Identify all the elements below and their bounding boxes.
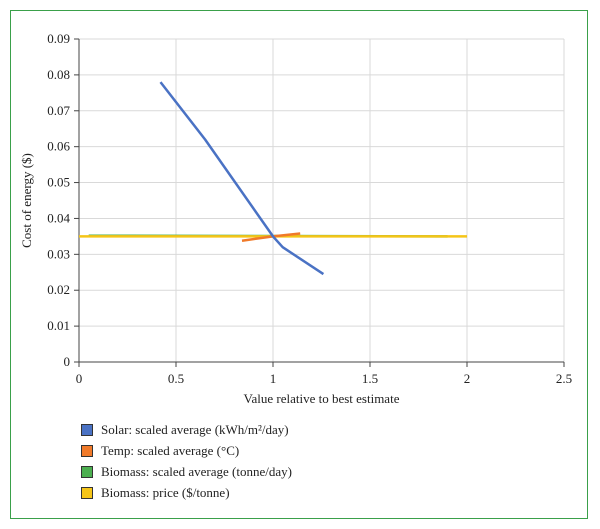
y-tick-label: 0.06 [47, 139, 70, 154]
tick-labels: 0 0.5 1 1.5 2 2.5 0 0.01 0.02 0.03 0.04 0.05 0.06 0.0… [47, 31, 572, 386]
x-tick-label: 0 [76, 371, 83, 386]
legend-label: Biomass: scaled average (tonne/day) [101, 463, 292, 479]
grid [79, 38, 565, 362]
x-tick-label: 1 [270, 371, 277, 386]
series-group [79, 81, 467, 276]
legend-swatch [81, 423, 93, 436]
line-chart: 0 0.5 1 1.5 2 2.5 0 0.01 0.02 0.03 0.04 0.05 0.06 0.0… [19, 31, 572, 406]
series-line-0 [159, 81, 325, 276]
legend-item: Biomass: price ($/tonne) [81, 482, 292, 503]
y-tick-label: 0.07 [47, 103, 70, 118]
y-tick-label: 0.02 [47, 282, 70, 297]
legend-label: Biomass: price ($/tonne) [101, 484, 230, 500]
legend-label: Solar: scaled average (kWh/m²/day) [101, 421, 289, 437]
x-tick-label: 2.5 [556, 371, 572, 386]
y-tick-label: 0.09 [47, 31, 70, 46]
legend-item: Temp: scaled average (°C) [81, 440, 292, 461]
x-axis-title: Value relative to best estimate [244, 391, 400, 406]
y-tick-label: 0.01 [47, 318, 70, 333]
y-tick-label: 0.03 [47, 246, 70, 261]
legend: Solar: scaled average (kWh/m²/day) Temp: … [81, 419, 292, 503]
legend-item: Biomass: scaled average (tonne/day) [81, 461, 292, 482]
legend-swatch [81, 486, 93, 499]
x-tick-label: 2 [464, 371, 471, 386]
y-tick-label: 0.08 [47, 67, 70, 82]
legend-swatch [81, 444, 93, 457]
x-tick-label: 0.5 [168, 371, 184, 386]
legend-item: Solar: scaled average (kWh/m²/day) [81, 419, 292, 440]
figure-frame: 0 0.5 1 1.5 2 2.5 0 0.01 0.02 0.03 0.04 0.05 0.06 0.0… [10, 10, 588, 519]
axes [74, 38, 565, 367]
legend-swatch [81, 465, 93, 478]
y-tick-label: 0 [64, 354, 71, 369]
y-tick-label: 0.04 [47, 210, 70, 225]
x-tick-label: 1.5 [362, 371, 378, 386]
legend-label: Temp: scaled average (°C) [101, 442, 240, 458]
y-axis-title: Cost of energy ($) [19, 153, 34, 248]
y-tick-label: 0.05 [47, 175, 70, 190]
